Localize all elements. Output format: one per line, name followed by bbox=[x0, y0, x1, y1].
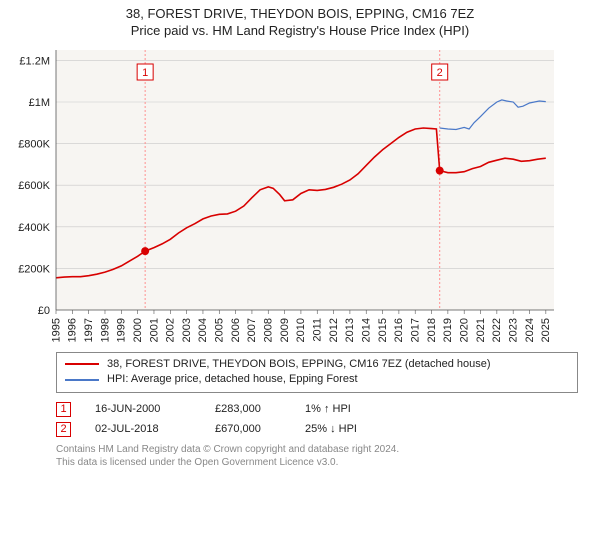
event-dot bbox=[436, 166, 444, 174]
x-tick-label: 2008 bbox=[263, 318, 275, 342]
event-marker-number: 1 bbox=[142, 67, 148, 79]
footer-line-2: This data is licensed under the Open Gov… bbox=[56, 457, 578, 470]
event-delta: 1% ↑ HPI bbox=[305, 399, 578, 420]
y-tick-label: £0 bbox=[38, 305, 50, 317]
event-marker: 2 bbox=[56, 422, 71, 437]
x-tick-label: 2022 bbox=[491, 318, 503, 342]
event-row: 2 02-JUL-2018£670,00025% ↓ HPI bbox=[56, 419, 578, 440]
legend: 38, FOREST DRIVE, THEYDON BOIS, EPPING, … bbox=[56, 352, 578, 393]
x-tick-label: 1998 bbox=[99, 318, 111, 342]
x-tick-label: 2007 bbox=[246, 318, 258, 342]
x-tick-label: 2006 bbox=[230, 318, 242, 342]
event-date: 02-JUL-2018 bbox=[95, 419, 215, 440]
legend-label: 38, FOREST DRIVE, THEYDON BOIS, EPPING, … bbox=[107, 357, 491, 372]
y-tick-label: £400K bbox=[18, 222, 50, 234]
event-row: 1 16-JUN-2000£283,0001% ↑ HPI bbox=[56, 399, 578, 420]
x-tick-label: 2015 bbox=[377, 318, 389, 342]
legend-row: HPI: Average price, detached house, Eppi… bbox=[65, 372, 569, 387]
legend-row: 38, FOREST DRIVE, THEYDON BOIS, EPPING, … bbox=[65, 357, 569, 372]
y-tick-label: £200K bbox=[18, 263, 50, 275]
event-price: £283,000 bbox=[215, 399, 305, 420]
y-tick-label: £600K bbox=[18, 180, 50, 192]
x-tick-label: 2020 bbox=[458, 318, 470, 342]
title-line-1: 38, FOREST DRIVE, THEYDON BOIS, EPPING, … bbox=[8, 6, 592, 23]
x-tick-label: 2024 bbox=[524, 318, 536, 342]
event-marker-number: 2 bbox=[437, 67, 443, 79]
x-tick-label: 2014 bbox=[361, 318, 373, 342]
x-tick-label: 2018 bbox=[426, 318, 438, 342]
footer-line-1: Contains HM Land Registry data © Crown c… bbox=[56, 444, 578, 457]
legend-swatch bbox=[65, 379, 99, 381]
event-delta: 25% ↓ HPI bbox=[305, 419, 578, 440]
x-tick-label: 1995 bbox=[50, 318, 62, 342]
x-tick-label: 2002 bbox=[165, 318, 177, 342]
x-tick-label: 2001 bbox=[148, 318, 160, 342]
footer: Contains HM Land Registry data © Crown c… bbox=[56, 444, 578, 469]
x-tick-label: 2009 bbox=[279, 318, 291, 342]
x-tick-label: 2011 bbox=[312, 318, 324, 342]
x-tick-label: 1999 bbox=[116, 318, 128, 342]
x-tick-label: 1997 bbox=[83, 318, 95, 342]
y-tick-label: £800K bbox=[18, 138, 50, 150]
x-tick-label: 2000 bbox=[132, 318, 144, 342]
x-tick-label: 2025 bbox=[540, 318, 552, 342]
x-tick-label: 2003 bbox=[181, 318, 193, 342]
event-price: £670,000 bbox=[215, 419, 305, 440]
x-tick-label: 1996 bbox=[67, 318, 79, 342]
x-tick-label: 2012 bbox=[328, 318, 340, 342]
events-table: 1 16-JUN-2000£283,0001% ↑ HPI 2 02-JUL-2018… bbox=[56, 399, 578, 441]
y-tick-label: £1M bbox=[29, 97, 50, 109]
title-block: 38, FOREST DRIVE, THEYDON BOIS, EPPING, … bbox=[8, 6, 592, 40]
x-tick-label: 2016 bbox=[393, 318, 405, 342]
x-tick-label: 2019 bbox=[442, 318, 454, 342]
title-line-2: Price paid vs. HM Land Registry's House … bbox=[8, 23, 592, 40]
x-tick-label: 2021 bbox=[475, 318, 487, 342]
event-dot bbox=[141, 247, 149, 255]
event-date: 16-JUN-2000 bbox=[95, 399, 215, 420]
x-tick-label: 2017 bbox=[410, 318, 422, 342]
x-tick-label: 2004 bbox=[197, 318, 209, 342]
x-tick-label: 2023 bbox=[507, 318, 519, 342]
legend-swatch bbox=[65, 363, 99, 365]
x-tick-label: 2010 bbox=[295, 318, 307, 342]
x-tick-label: 2013 bbox=[344, 318, 356, 342]
y-tick-label: £1.2M bbox=[19, 55, 50, 67]
event-marker: 1 bbox=[56, 402, 71, 417]
legend-label: HPI: Average price, detached house, Eppi… bbox=[107, 372, 358, 387]
price-chart: £0 £200K £400K £600K £800K £1M £1.2M 1995 1996 19… bbox=[8, 46, 592, 346]
x-tick-label: 2005 bbox=[214, 318, 226, 342]
